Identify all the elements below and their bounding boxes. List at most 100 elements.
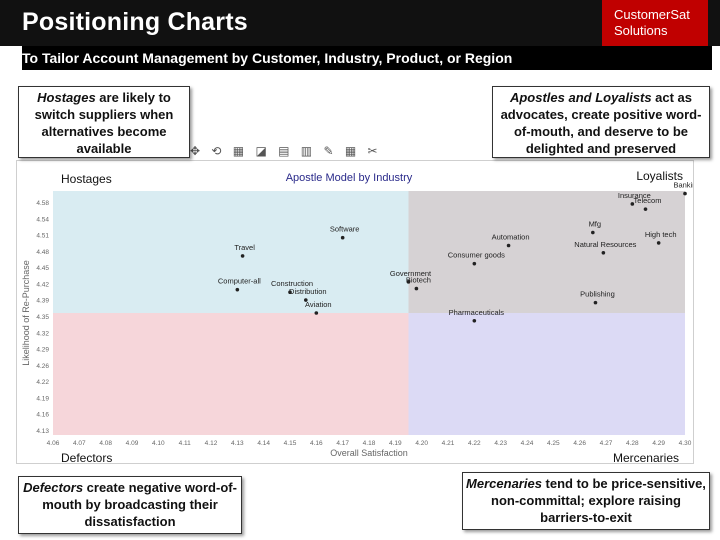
x-tick-label: 4.27 bbox=[600, 440, 613, 447]
x-tick-label: 4.20 bbox=[415, 440, 428, 447]
x-tick-label: 4.30 bbox=[679, 440, 692, 447]
data-point bbox=[240, 254, 245, 258]
data-point bbox=[643, 207, 648, 211]
y-tick-label: 4.58 bbox=[36, 200, 49, 207]
x-tick-label: 4.06 bbox=[47, 440, 60, 447]
x-tick-label: 4.25 bbox=[547, 440, 560, 447]
page-subtitle: To Tailor Account Management by Customer… bbox=[22, 46, 712, 70]
apostles-callout: Apostles and Loyalists act as advocates,… bbox=[492, 86, 710, 158]
y-axis-label: Likelihood of Re-Purchase bbox=[21, 260, 31, 366]
logo-line-1: CustomerSat bbox=[614, 7, 690, 22]
data-point-label: Travel bbox=[234, 243, 255, 252]
data-point bbox=[593, 300, 598, 305]
x-tick-label: 4.11 bbox=[179, 440, 192, 447]
y-tick-label: 4.45 bbox=[36, 265, 49, 272]
data-point bbox=[630, 202, 635, 206]
x-tick-label: 4.24 bbox=[521, 440, 534, 447]
y-tick-label: 4.51 bbox=[36, 233, 49, 240]
x-tick-label: 4.29 bbox=[652, 440, 665, 447]
positioning-chart: Apostle Model by Industry Hostages Loyalis… bbox=[21, 169, 701, 465]
y-tick-label: 4.32 bbox=[36, 330, 49, 337]
data-point-label: Telecom bbox=[634, 196, 662, 205]
x-tick-label: 4.10 bbox=[152, 440, 165, 447]
y-tick-label: 4.42 bbox=[36, 281, 49, 288]
mercenaries-callout: Mercenaries tend to be price-sensitive, … bbox=[462, 472, 710, 530]
data-point-label: Construction bbox=[271, 279, 313, 288]
data-point bbox=[683, 191, 687, 196]
data-point bbox=[472, 261, 477, 266]
quadrant-hostages bbox=[53, 191, 409, 313]
data-point-label: Pharmaceuticals bbox=[449, 308, 505, 317]
x-tick-label: 4.22 bbox=[468, 440, 481, 447]
quadrant-loyalists bbox=[408, 191, 685, 313]
data-point-label: Natural Resources bbox=[574, 240, 636, 249]
data-point bbox=[340, 235, 345, 240]
x-tick-label: 4.12 bbox=[205, 440, 218, 447]
data-point-label: Mfg bbox=[589, 220, 602, 229]
y-tick-label: 4.29 bbox=[36, 347, 49, 354]
y-tick-label: 4.54 bbox=[36, 216, 49, 223]
y-tick-label: 4.39 bbox=[36, 298, 49, 305]
quadrant-mercenaries bbox=[408, 313, 685, 435]
data-point-label: Automation bbox=[492, 233, 530, 242]
data-point-label: Aviation bbox=[305, 300, 332, 309]
data-point bbox=[591, 230, 595, 235]
x-tick-label: 4.17 bbox=[336, 440, 349, 447]
defectors-callout-text: create negative word-of-mouth by broadca… bbox=[42, 480, 237, 529]
label-defectors: Defectors bbox=[61, 451, 112, 463]
chart-panel: Apostle Model by Industry Hostages Loyalis… bbox=[16, 160, 701, 465]
defectors-callout-em: Defectors bbox=[23, 480, 84, 495]
mercenaries-callout-em: Mercenaries bbox=[466, 476, 542, 491]
page-title: Positioning Charts bbox=[22, 8, 248, 36]
x-tick-label: 4.28 bbox=[626, 440, 639, 447]
data-point bbox=[656, 241, 661, 245]
x-tick-label: 4.16 bbox=[310, 440, 323, 447]
hostages-callout-em: Hostages bbox=[37, 90, 96, 105]
data-point bbox=[304, 298, 308, 302]
x-tick-label: 4.14 bbox=[257, 440, 270, 447]
x-tick-label: 4.08 bbox=[99, 440, 112, 447]
x-tick-label: 4.18 bbox=[363, 440, 376, 447]
y-tick-label: 4.13 bbox=[36, 428, 49, 435]
data-point bbox=[472, 318, 477, 323]
data-point bbox=[314, 311, 319, 315]
logo-line-2: Solutions bbox=[614, 23, 668, 38]
data-point bbox=[235, 287, 240, 292]
brand-logo: CustomerSat Solutions bbox=[602, 0, 708, 50]
x-tick-label: 4.13 bbox=[231, 440, 244, 447]
defectors-callout: Defectors create negative word-of-mouth … bbox=[18, 476, 242, 534]
quadrant-defectors bbox=[53, 313, 409, 435]
x-tick-label: 4.07 bbox=[73, 440, 86, 447]
hostages-callout: Hostages are likely to switch suppliers … bbox=[18, 86, 190, 158]
data-point-label: Insurance bbox=[618, 191, 651, 200]
x-tick-label: 4.15 bbox=[284, 440, 297, 447]
hostages-callout-text: are likely to switch suppliers when alte… bbox=[34, 90, 174, 156]
y-tick-label: 4.48 bbox=[36, 249, 49, 256]
mercenaries-callout-text: tend to be price-sensitive, non-committa… bbox=[491, 476, 706, 525]
label-loyalists: Loyalists bbox=[636, 169, 683, 183]
data-point bbox=[506, 243, 511, 248]
y-tick-label: 4.35 bbox=[36, 314, 49, 321]
data-point bbox=[414, 286, 419, 291]
chart-title: Apostle Model by Industry bbox=[286, 172, 413, 184]
chart-toolbar-icons[interactable]: ✥ ⟲ ▦ ◪ ▤ ▥ ✎ ▦ ✂ bbox=[190, 144, 382, 158]
data-point-label: Distribution bbox=[289, 287, 327, 296]
data-point bbox=[406, 280, 411, 284]
data-point-label: Computer-all bbox=[218, 277, 261, 286]
y-tick-label: 4.16 bbox=[36, 412, 49, 419]
data-point-label: Consumer goods bbox=[448, 251, 505, 260]
data-point-label: Software bbox=[330, 225, 360, 234]
data-point-label: High tech bbox=[645, 230, 677, 239]
label-mercenaries: Mercenaries bbox=[613, 451, 679, 463]
x-tick-label: 4.19 bbox=[389, 440, 402, 447]
x-tick-label: 4.26 bbox=[573, 440, 586, 447]
data-point-label: Publishing bbox=[580, 290, 615, 299]
x-tick-label: 4.21 bbox=[442, 440, 455, 447]
data-point-label: Biotech bbox=[406, 276, 431, 285]
data-point bbox=[601, 250, 606, 255]
x-axis-label: Overall Satisfaction bbox=[330, 448, 408, 458]
apostles-callout-em: Apostles and Loyalists bbox=[509, 90, 652, 105]
header-bar: Positioning Charts bbox=[0, 0, 720, 46]
apostles-callout-text: act as advocates, create positive word-o… bbox=[500, 90, 702, 156]
data-point-label: Government bbox=[390, 269, 432, 278]
